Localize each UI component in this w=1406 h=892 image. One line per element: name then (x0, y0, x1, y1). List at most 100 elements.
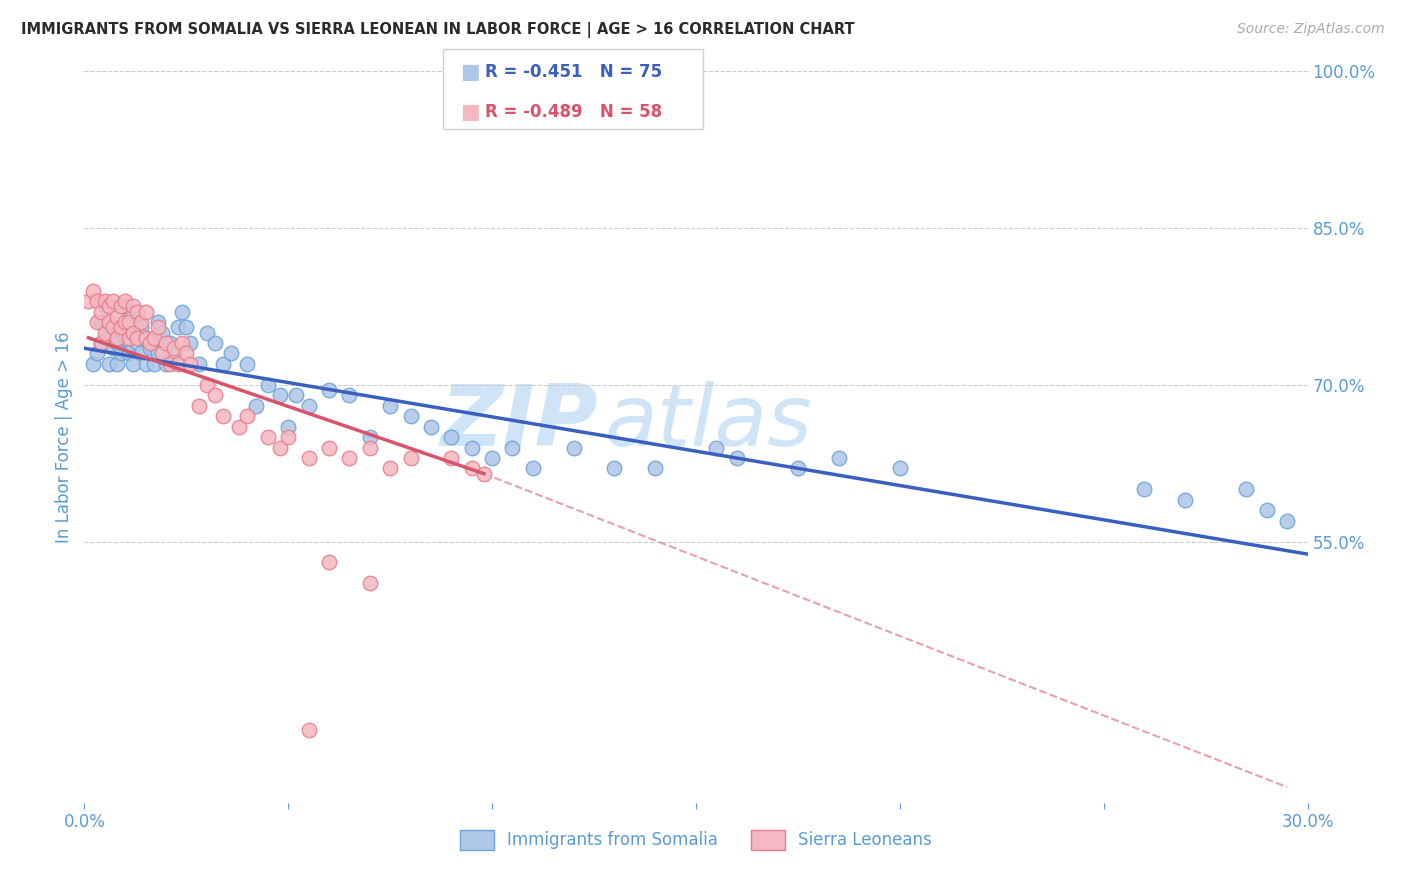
Point (298, 399, 321, 413)
Point (86, 294, 108, 309)
Point (481, 450, 503, 465)
Point (257, 377, 280, 392)
Point (135, 304, 157, 318)
Point (502, 441, 524, 455)
Point (399, 450, 422, 465)
Point (150, 326, 173, 340)
Point (195, 326, 218, 340)
Point (110, 320, 132, 334)
Point (236, 409, 259, 424)
Point (118, 320, 141, 334)
Point (285, 388, 308, 402)
Point (195, 377, 218, 392)
Point (318, 556, 340, 570)
Y-axis label: In Labor Force | Age > 16: In Labor Force | Age > 16 (55, 331, 73, 543)
Point (269, 388, 291, 402)
Point (146, 346, 169, 360)
Point (420, 419, 443, 434)
Point (318, 383, 340, 397)
Point (298, 723, 321, 737)
Point (167, 320, 190, 334)
Point (174, 320, 197, 334)
Point (135, 331, 157, 345)
Point (339, 450, 361, 465)
Point (114, 315, 136, 329)
Point (114, 300, 136, 314)
Point (1277, 514, 1299, 528)
Point (359, 430, 381, 444)
Point (110, 300, 132, 314)
Point (159, 357, 181, 371)
Point (228, 419, 250, 434)
Point (131, 320, 153, 334)
Point (131, 315, 153, 329)
Point (187, 357, 209, 371)
Point (86, 346, 108, 360)
Text: R = -0.489   N = 58: R = -0.489 N = 58 (485, 103, 662, 120)
Point (127, 331, 149, 345)
Point (461, 461, 484, 475)
Text: atlas: atlas (605, 381, 813, 464)
Point (93, 326, 115, 340)
Point (174, 346, 197, 360)
Point (522, 461, 544, 475)
Point (339, 388, 361, 402)
Point (461, 441, 484, 455)
Point (380, 461, 402, 475)
Point (101, 341, 124, 355)
Point (159, 336, 181, 351)
Point (127, 336, 149, 351)
Text: ZIP: ZIP (440, 381, 598, 464)
Point (101, 294, 124, 309)
Point (706, 441, 728, 455)
Point (889, 461, 911, 475)
Point (105, 336, 128, 351)
Point (131, 346, 153, 360)
Point (172, 336, 194, 351)
Point (298, 450, 321, 465)
Point (93, 294, 115, 309)
Point (725, 450, 748, 465)
Point (82, 284, 104, 298)
Point (163, 341, 186, 355)
Point (135, 357, 157, 371)
Point (277, 430, 299, 444)
Text: ■: ■ (460, 62, 479, 81)
Point (105, 310, 128, 324)
Point (138, 341, 160, 355)
Point (118, 315, 141, 329)
Point (142, 357, 165, 371)
Point (204, 336, 226, 351)
Text: R = -0.451   N = 75: R = -0.451 N = 75 (485, 62, 662, 80)
Point (212, 409, 235, 424)
Point (155, 357, 177, 371)
Point (187, 399, 209, 413)
Point (97, 326, 120, 340)
Point (277, 419, 299, 434)
Point (110, 320, 132, 334)
Point (86, 315, 108, 329)
Point (562, 441, 585, 455)
Point (318, 441, 340, 455)
Point (399, 409, 422, 424)
Point (179, 336, 201, 351)
Point (146, 320, 169, 334)
Point (97, 300, 120, 314)
Point (97, 357, 120, 371)
Point (257, 430, 280, 444)
Point (150, 346, 173, 360)
Point (122, 326, 145, 340)
Point (219, 346, 242, 360)
Point (110, 346, 132, 360)
Point (114, 315, 136, 329)
Point (155, 336, 177, 351)
Text: IMMIGRANTS FROM SOMALIA VS SIERRA LEONEAN IN LABOR FORCE | AGE > 16 CORRELATION : IMMIGRANTS FROM SOMALIA VS SIERRA LEONEA… (21, 22, 855, 38)
Point (167, 357, 190, 371)
Point (97, 315, 120, 329)
Point (122, 357, 145, 371)
Text: ■: ■ (460, 102, 479, 121)
Point (122, 300, 145, 314)
Point (212, 357, 235, 371)
Point (105, 357, 128, 371)
Point (118, 331, 141, 345)
